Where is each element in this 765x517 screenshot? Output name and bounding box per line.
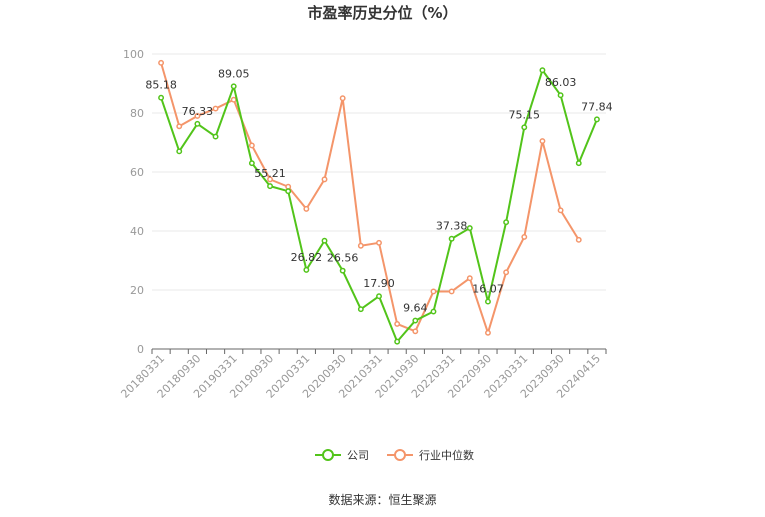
data-label: 55.21 [254, 167, 286, 180]
legend-label: 行业中位数 [419, 448, 474, 462]
data-point [412, 317, 419, 324]
data-point [285, 188, 292, 195]
y-tick-label: 40 [130, 225, 144, 238]
legend-marker [322, 449, 334, 461]
series-line [160, 62, 580, 334]
data-label: 17.90 [363, 277, 395, 290]
data-point [521, 233, 528, 240]
y-tick-label: 0 [137, 343, 144, 356]
data-point [212, 105, 219, 112]
data-point [394, 338, 401, 345]
data-point [212, 133, 219, 140]
data-label: 16.07 [472, 283, 504, 296]
data-label: 76.33 [182, 105, 214, 118]
data-label: 26.56 [327, 252, 359, 265]
data-point [485, 298, 491, 305]
data-label: 89.05 [218, 67, 250, 80]
legend-label: 公司 [347, 449, 369, 462]
data-point [303, 266, 310, 273]
data-point [575, 160, 582, 167]
data-point [448, 235, 455, 242]
data-point [394, 320, 401, 327]
data-point [339, 95, 346, 102]
legend-marker [394, 449, 406, 461]
data-point [194, 113, 201, 119]
data-label: 26.82 [291, 251, 323, 264]
data-point [503, 269, 510, 276]
data-point [176, 123, 183, 130]
data-point [230, 96, 237, 103]
data-point [267, 183, 273, 190]
data-point [321, 237, 328, 244]
data-point [430, 308, 437, 315]
data-point [267, 176, 273, 183]
data-point [339, 267, 346, 274]
data-point [521, 124, 528, 131]
data-label: 37.38 [436, 220, 468, 233]
data-point [539, 67, 546, 74]
data-point [503, 219, 510, 226]
data-label: 9.64 [403, 302, 428, 315]
data-point [176, 148, 183, 155]
y-tick-label: 100 [123, 48, 144, 61]
data-point [575, 236, 582, 243]
data-point [557, 207, 564, 214]
chart-title: 市盈率历史分位（%） [307, 4, 458, 22]
data-point [430, 288, 437, 295]
data-point [158, 94, 165, 101]
data-point [485, 329, 491, 336]
data-point [248, 160, 255, 167]
data-point [376, 239, 382, 246]
y-tick-label: 80 [130, 107, 144, 120]
data-point [230, 83, 237, 90]
data-label: 85.18 [145, 79, 177, 92]
data-label: 75.15 [509, 108, 541, 121]
data-point [593, 116, 600, 123]
data-point [194, 120, 201, 127]
data-point [248, 142, 255, 149]
data-label: 77.84 [581, 100, 613, 113]
data-point [376, 293, 382, 300]
data-point [539, 138, 546, 144]
y-tick-label: 60 [130, 166, 144, 179]
data-point [357, 242, 364, 249]
data-point [466, 225, 473, 232]
data-point [448, 288, 455, 295]
data-point [158, 59, 165, 66]
y-tick-label: 20 [130, 284, 144, 297]
data-point [303, 205, 310, 212]
data-source-note: 数据来源：恒生聚源 [328, 493, 437, 507]
data-point [557, 92, 564, 99]
data-label: 86.03 [545, 76, 577, 89]
data-point [466, 275, 473, 282]
data-point [412, 328, 419, 335]
data-point [321, 176, 328, 183]
data-point [357, 306, 364, 313]
